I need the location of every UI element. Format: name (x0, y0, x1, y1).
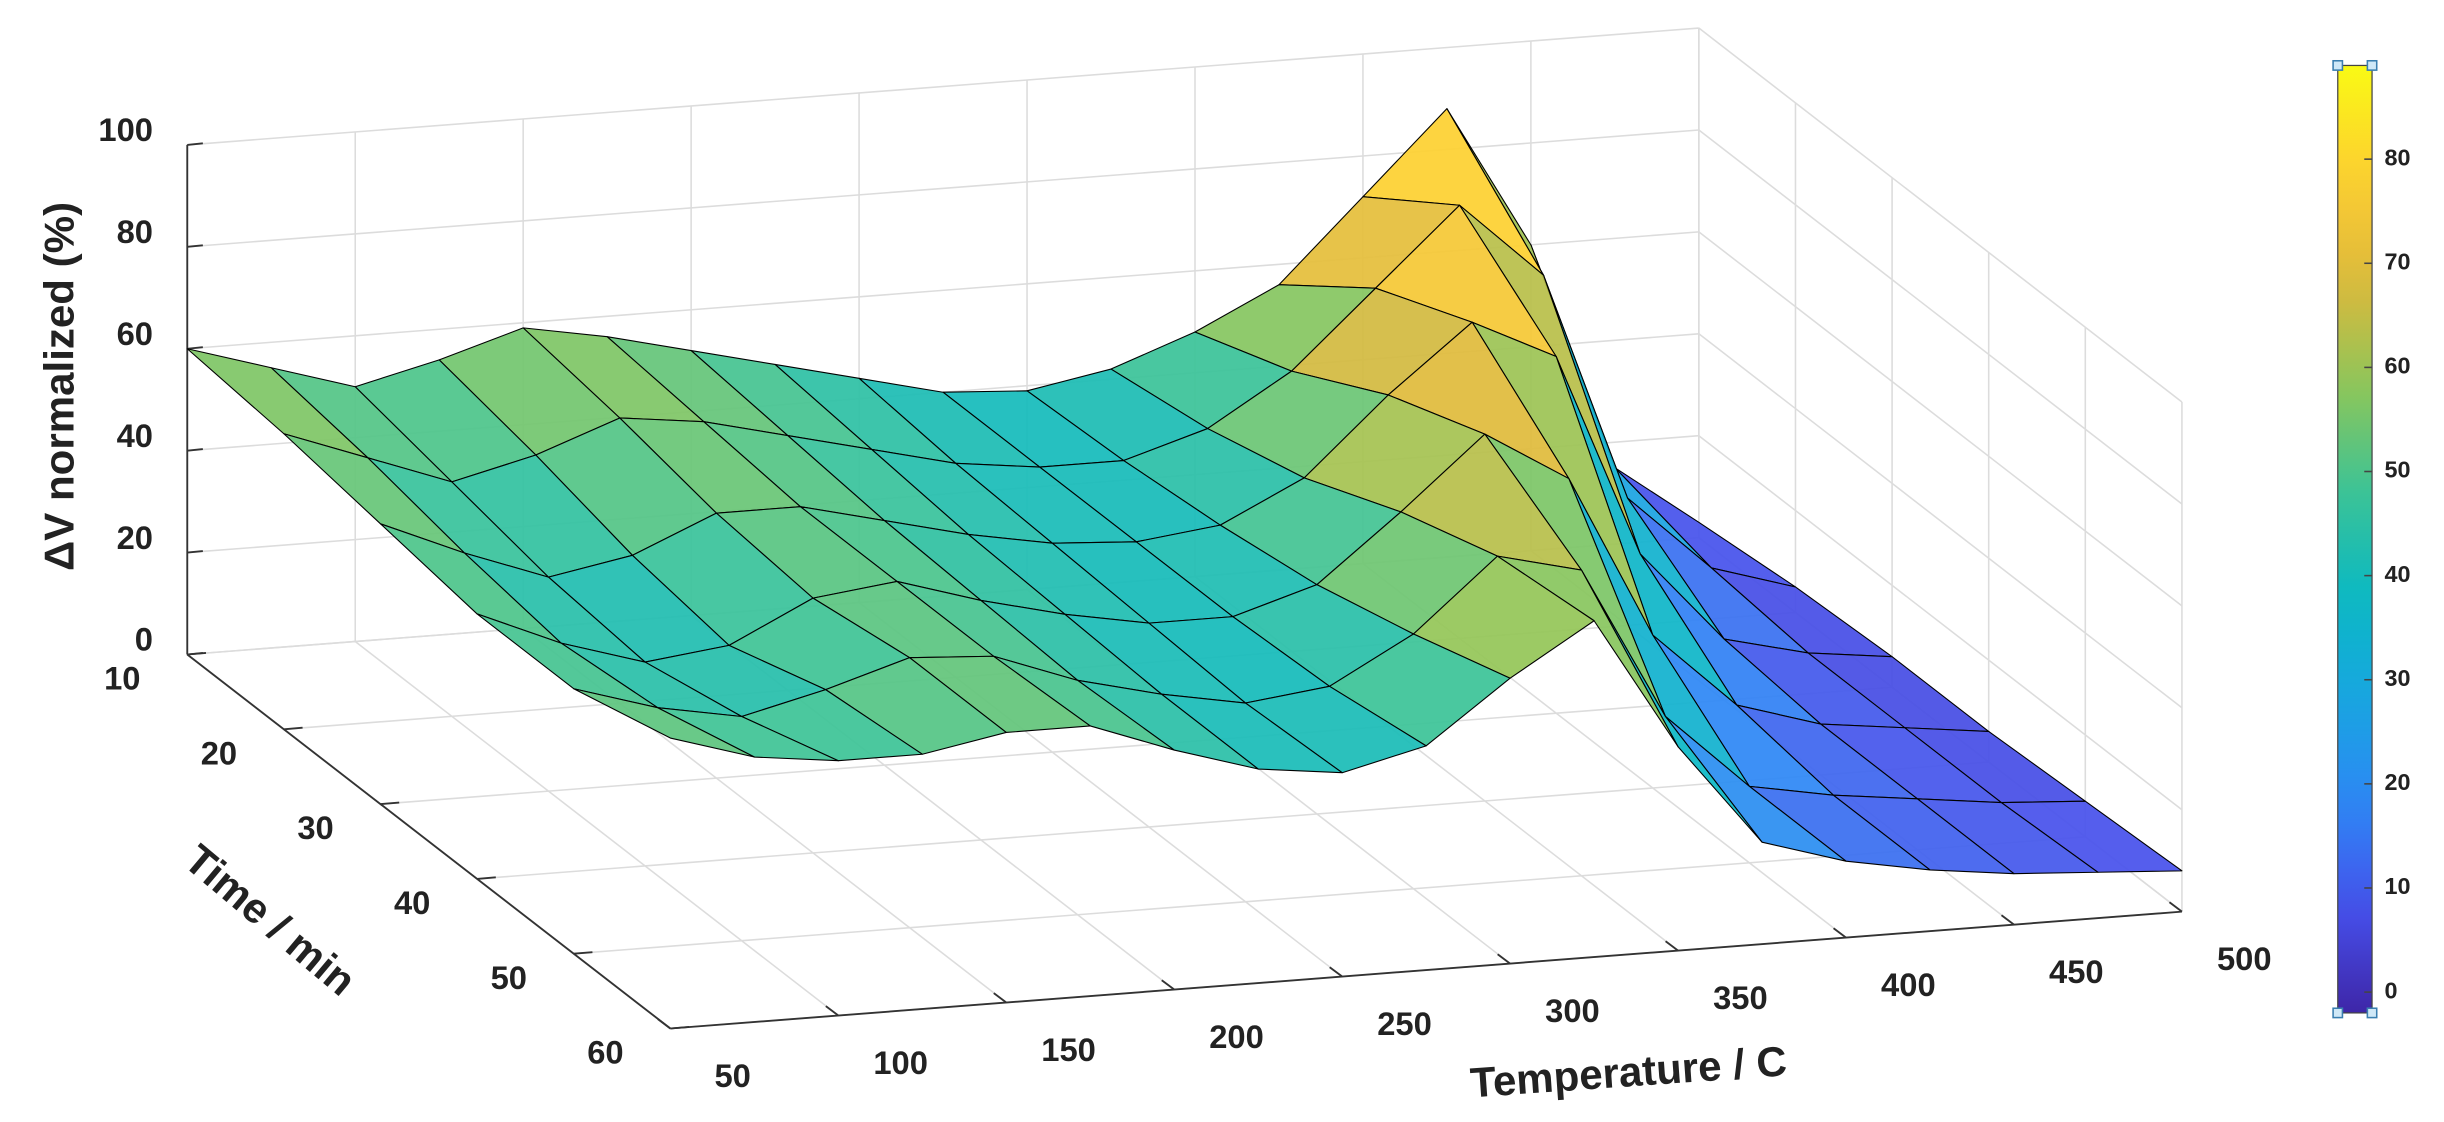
x-tick-label: 450 (2049, 953, 2104, 990)
grid-line (1698, 27, 2183, 403)
x-tick-label: 350 (1713, 979, 1768, 1016)
tick-mark (187, 244, 203, 248)
colorbar-tick-label: 50 (2385, 457, 2411, 483)
y-tick-label: 20 (201, 734, 237, 771)
z-tick-label: 20 (117, 519, 153, 556)
handle (2332, 59, 2344, 71)
tick-mark (993, 992, 1007, 1004)
y-tick-label: 50 (491, 959, 527, 996)
z-axis-label: ΔV normalized (%) (36, 202, 83, 571)
handle (2332, 1007, 2344, 1019)
tick-mark (825, 1005, 839, 1017)
y-tick-label: 40 (394, 884, 430, 921)
colorbar-gradient (2337, 64, 2373, 1014)
z-tick-label: 60 (117, 315, 153, 352)
colorbar-tick-label: 40 (2385, 561, 2411, 587)
grid-line (1698, 129, 2183, 505)
x-axis-label: Temperature / C (1469, 1037, 1789, 1106)
x-tick-label: 150 (1041, 1031, 1096, 1068)
z-tick-label: 40 (117, 417, 153, 454)
x-tick-label: 50 (714, 1057, 750, 1094)
tick-mark (477, 876, 496, 880)
tick-mark (573, 951, 593, 955)
colorbar: 0 10 20 30 40 50 60 70 80 (2332, 59, 2411, 1019)
tick-mark (1665, 940, 1679, 952)
x-tick-label: 400 (1881, 966, 1936, 1003)
tick-mark (187, 142, 203, 146)
tick-mark (670, 1026, 690, 1030)
x-tick-label: 500 (2217, 940, 2272, 977)
tick-mark (2000, 914, 2015, 926)
x-tick-label: 300 (1545, 992, 1600, 1029)
handle (2366, 59, 2378, 71)
tick-mark (187, 550, 203, 554)
colorbar-tick-label: 30 (2385, 665, 2411, 691)
axis-line (186, 653, 671, 1030)
tick-mark (2168, 901, 2183, 913)
colorbar-tick-label: 60 (2385, 353, 2411, 379)
grid-line (354, 640, 839, 1017)
colorbar-tick-label: 20 (2385, 769, 2411, 795)
y-axis-label: Time / min (176, 835, 365, 1004)
grid-line (380, 686, 1893, 805)
grid-line (187, 27, 1699, 146)
x-tick-label: 100 (873, 1044, 928, 1081)
surface-cell (573, 688, 755, 758)
y-tick-label: 30 (297, 809, 333, 846)
x-tick-label: 250 (1377, 1005, 1432, 1042)
grid-line (1698, 231, 2183, 607)
tick-mark (187, 346, 203, 350)
tick-mark (1329, 966, 1343, 978)
colorbar-tick-label: 70 (2385, 248, 2411, 274)
tick-mark (187, 448, 203, 452)
z-tick-label: 0 (135, 621, 153, 658)
y-tick-label: 10 (104, 660, 140, 697)
surface (186, 108, 2183, 875)
tick-mark (657, 1018, 671, 1030)
handle (2366, 1007, 2378, 1019)
z-tick-label: 100 (98, 111, 153, 148)
tick-mark (380, 801, 400, 806)
axis-line (670, 910, 2183, 1030)
grid-line (1698, 435, 2183, 811)
y-tick-label: 60 (587, 1034, 623, 1071)
tick-mark (1161, 979, 1175, 991)
tick-mark (187, 652, 207, 656)
colorbar-tick-label: 80 (2385, 144, 2411, 170)
tick-mark (1832, 927, 1847, 939)
colorbar-tick-label: 0 (2385, 977, 2398, 1003)
tick-mark (1497, 953, 1511, 965)
x-tick-label: 200 (1209, 1018, 1264, 1055)
tick-mark (283, 726, 303, 731)
grid-line (1698, 333, 2183, 709)
z-tick-label: 80 (117, 213, 153, 250)
colorbar-tick-label: 10 (2385, 873, 2411, 899)
